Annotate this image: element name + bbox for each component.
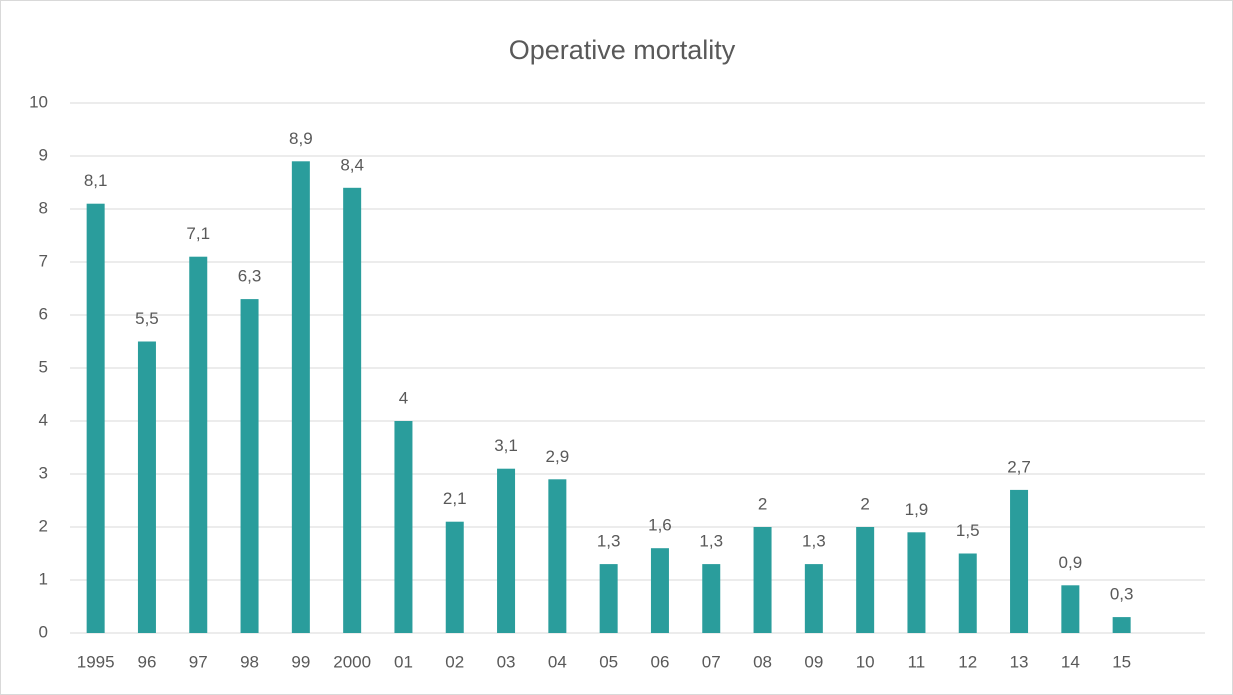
data-label: 1,6 bbox=[648, 516, 672, 535]
x-tick-label: 15 bbox=[1112, 652, 1131, 671]
data-label: 8,1 bbox=[84, 171, 108, 190]
data-label: 8,9 bbox=[289, 129, 313, 148]
data-label: 4 bbox=[399, 388, 408, 407]
bar bbox=[804, 564, 823, 633]
x-tick-label: 96 bbox=[137, 652, 156, 671]
data-label: 1,3 bbox=[802, 532, 826, 551]
data-label: 5,5 bbox=[135, 309, 159, 328]
bar bbox=[599, 564, 618, 633]
data-label: 1,5 bbox=[956, 521, 980, 540]
bar bbox=[137, 341, 156, 633]
y-tick-label: 9 bbox=[39, 145, 48, 164]
bar bbox=[394, 421, 413, 633]
x-tick-label: 08 bbox=[753, 652, 772, 671]
y-tick-label: 2 bbox=[39, 516, 48, 535]
bar bbox=[1112, 617, 1131, 633]
data-label: 2 bbox=[758, 494, 767, 513]
y-tick-label: 6 bbox=[39, 304, 48, 323]
x-tick-label: 11 bbox=[908, 652, 926, 671]
bar bbox=[1010, 489, 1029, 633]
x-tick-label: 01 bbox=[394, 652, 413, 671]
bar bbox=[497, 468, 516, 633]
chart-title: Operative mortality bbox=[509, 35, 736, 65]
x-tick-label: 03 bbox=[497, 652, 516, 671]
bar bbox=[548, 479, 567, 633]
data-label: 2,7 bbox=[1007, 457, 1031, 476]
bar bbox=[291, 161, 310, 634]
data-label: 7,1 bbox=[186, 224, 210, 243]
y-tick-label: 0 bbox=[39, 622, 48, 641]
data-label: 0,3 bbox=[1110, 585, 1134, 604]
x-tick-label: 02 bbox=[445, 652, 464, 671]
x-tick-label: 12 bbox=[958, 652, 977, 671]
y-tick-label: 7 bbox=[39, 251, 48, 270]
x-tick-label: 99 bbox=[291, 652, 310, 671]
x-tick-label: 97 bbox=[189, 652, 208, 671]
x-tick-label: 2000 bbox=[333, 652, 371, 671]
x-tick-label: 14 bbox=[1061, 652, 1080, 671]
bar bbox=[958, 553, 977, 633]
bar bbox=[753, 527, 772, 633]
data-label: 1,9 bbox=[905, 500, 929, 519]
bar bbox=[189, 256, 208, 633]
x-tick-label: 1995 bbox=[77, 652, 115, 671]
y-tick-label: 5 bbox=[39, 357, 48, 376]
data-label: 2,9 bbox=[546, 447, 570, 466]
data-label: 3,1 bbox=[494, 436, 518, 455]
bar bbox=[240, 299, 259, 633]
bar bbox=[1061, 585, 1080, 633]
x-tick-label: 09 bbox=[804, 652, 823, 671]
bar bbox=[86, 203, 105, 633]
bar bbox=[445, 521, 464, 633]
x-tick-label: 04 bbox=[548, 652, 567, 671]
x-tick-label: 06 bbox=[650, 652, 669, 671]
data-label: 1,3 bbox=[597, 532, 621, 551]
bar bbox=[907, 532, 926, 633]
bar bbox=[343, 187, 362, 634]
x-tick-label: 05 bbox=[599, 652, 618, 671]
y-tick-label: 10 bbox=[29, 92, 48, 111]
x-tick-label: 98 bbox=[240, 652, 259, 671]
bar bbox=[702, 564, 721, 633]
bar bbox=[650, 548, 669, 633]
data-label: 6,3 bbox=[238, 267, 262, 286]
data-label: 0,9 bbox=[1059, 553, 1083, 572]
y-tick-label: 3 bbox=[39, 463, 48, 482]
bar bbox=[856, 527, 875, 633]
x-tick-label: 13 bbox=[1010, 652, 1029, 671]
y-tick-label: 4 bbox=[39, 410, 48, 429]
x-tick-label: 07 bbox=[702, 652, 721, 671]
y-tick-label: 1 bbox=[39, 569, 48, 588]
data-label: 1,3 bbox=[699, 532, 723, 551]
x-tick-label: 10 bbox=[856, 652, 875, 671]
data-label: 8,4 bbox=[340, 155, 364, 174]
y-tick-label: 8 bbox=[39, 198, 48, 217]
data-label: 2 bbox=[860, 494, 869, 513]
data-label: 2,1 bbox=[443, 489, 467, 508]
